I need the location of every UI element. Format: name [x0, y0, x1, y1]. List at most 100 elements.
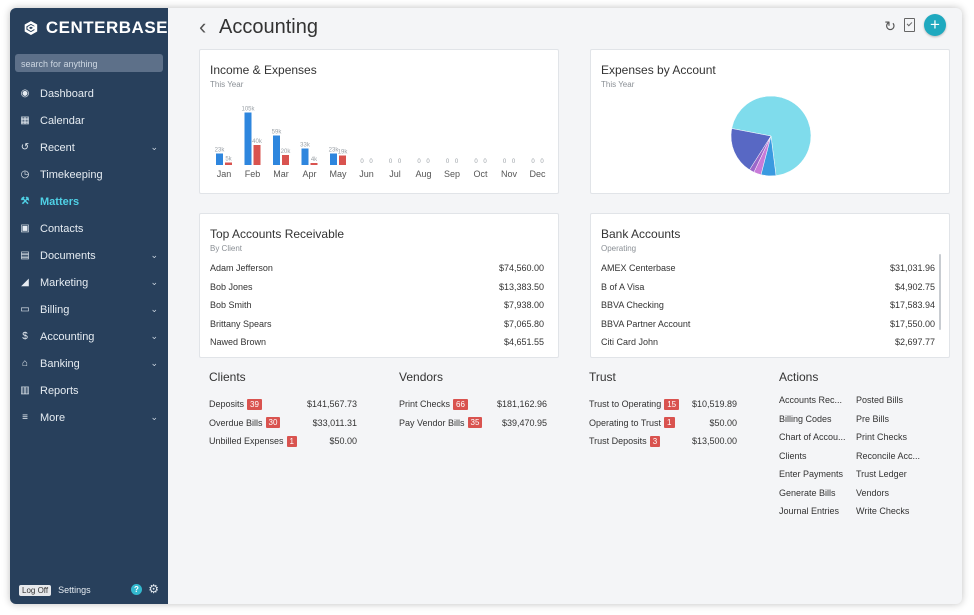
settings-link[interactable]: Settings: [58, 585, 91, 595]
vendors-link[interactable]: Pay Vendor Bills: [399, 417, 465, 428]
row-amount: $31,031.96: [889, 263, 935, 273]
chevron-down-icon[interactable]: ⌄: [150, 250, 158, 260]
action-link[interactable]: Enter Payments: [779, 469, 844, 479]
bar-value-label: 23k: [329, 148, 340, 154]
back-chevron-icon[interactable]: ‹: [199, 14, 207, 39]
bank-account-row[interactable]: BBVA Checking $17,583.94: [601, 300, 935, 319]
action-link[interactable]: Clients: [779, 450, 807, 461]
bar-jan-expense[interactable]: [225, 162, 232, 166]
trust-link[interactable]: Operating to Trust: [589, 417, 662, 428]
chevron-down-icon[interactable]: ⌄: [150, 142, 158, 152]
trust-row[interactable]: Trust Deposits 3 $13,500.00: [589, 432, 737, 451]
action-link[interactable]: Write Checks: [856, 506, 910, 516]
bar-chart-icon: ▥: [20, 385, 30, 396]
credit-card-icon: ▭: [20, 304, 30, 315]
clients-link[interactable]: Overdue Bills: [209, 417, 263, 428]
sidebar-item-documents[interactable]: ▤ Documents ⌄: [10, 242, 168, 269]
action-link[interactable]: Billing Codes: [779, 413, 832, 424]
bar-apr-expense[interactable]: [310, 163, 318, 165]
refresh-icon[interactable]: ↻: [884, 18, 896, 34]
x-tick-label: Sep: [444, 169, 460, 179]
bank-account-row[interactable]: AMEX Centerbase $31,031.96: [601, 263, 935, 282]
trust-row[interactable]: Trust to Operating 15 $10,519.89: [589, 395, 737, 414]
bar-apr-income[interactable]: [301, 148, 309, 166]
clients-link[interactable]: Deposits: [209, 399, 245, 410]
sidebar-item-marketing[interactable]: ◢ Marketing ⌄: [10, 269, 168, 296]
action-link[interactable]: Reconcile Acc...: [856, 450, 921, 461]
sidebar-item-calendar[interactable]: ▦ Calendar: [10, 107, 168, 134]
sidebar-item-matters[interactable]: ⚒ Matters: [10, 188, 168, 215]
action-link[interactable]: Pre Bills: [856, 413, 890, 424]
log-off-button[interactable]: Log Off: [19, 584, 52, 596]
clients-row[interactable]: Overdue Bills 30 $33,011.31: [209, 414, 357, 433]
bank-account-row[interactable]: B of A Visa $4,902.75: [601, 282, 935, 301]
bar-value-label: 4k: [311, 157, 318, 163]
trust-link[interactable]: Trust to Operating: [589, 399, 662, 410]
sidebar-item-label: More: [40, 411, 66, 424]
add-button[interactable]: +: [924, 14, 946, 36]
receivable-row[interactable]: Brittany Spears $7,065.80: [210, 319, 544, 338]
bar-value-label: 0: [369, 159, 373, 165]
chevron-down-icon[interactable]: ⌄: [150, 277, 158, 287]
vendors-link[interactable]: Print Checks: [399, 399, 451, 410]
action-link[interactable]: Generate Bills: [779, 487, 836, 498]
action-link[interactable]: Accounts Rec...: [779, 395, 843, 405]
centerbase-logo-icon: [24, 21, 38, 35]
sidebar-item-accounting[interactable]: $ Accounting ⌄: [10, 323, 168, 350]
bar-jan-income[interactable]: [216, 153, 223, 166]
row-name: B of A Visa: [601, 281, 645, 292]
help-icon[interactable]: ?: [131, 584, 142, 595]
trust-link[interactable]: Trust Deposits: [589, 436, 647, 447]
trust-amount: $50.00: [709, 417, 737, 428]
action-link[interactable]: Print Checks: [856, 432, 908, 442]
bank-account-row[interactable]: Citi Card John $2,697.77: [601, 337, 935, 356]
sidebar-item-banking[interactable]: ⌂ Banking ⌄: [10, 350, 168, 377]
action-link[interactable]: Chart of Accou...: [779, 432, 846, 442]
trust-row[interactable]: Operating to Trust 1 $50.00: [589, 414, 737, 433]
sidebar-item-recent[interactable]: ↺ Recent ⌄: [10, 134, 168, 161]
clock-icon: ◷: [20, 169, 30, 180]
action-link[interactable]: Journal Entries: [779, 506, 840, 516]
scrollbar[interactable]: [939, 254, 941, 330]
search-input[interactable]: [15, 55, 163, 73]
receivable-row[interactable]: Adam Jefferson $74,560.00: [210, 263, 544, 282]
action-link[interactable]: Posted Bills: [856, 395, 904, 405]
chevron-down-icon[interactable]: ⌄: [150, 412, 158, 422]
trust-section: Trust Trust to Operating 15 $10,519.89 Oper…: [589, 370, 737, 451]
chevron-down-icon[interactable]: ⌄: [150, 331, 158, 341]
clients-row[interactable]: Deposits 39 $141,567.73: [209, 395, 357, 414]
chevron-down-icon[interactable]: ⌄: [150, 358, 158, 368]
sidebar-item-dashboard[interactable]: ◉ Dashboard: [10, 80, 168, 107]
app-window: CENTERBASE ◉ Dashboard ▦ Calendar ↺ Recent ⌄ ◷ T…: [10, 8, 962, 604]
sidebar-item-more[interactable]: ≡ More ⌄: [10, 404, 168, 431]
receivable-row[interactable]: Bob Jones $13,383.50: [210, 282, 544, 301]
gear-icon[interactable]: ⚙: [148, 582, 159, 596]
pie-slice[interactable]: [760, 135, 777, 177]
bar-may-expense[interactable]: [339, 155, 346, 166]
bar-mar-income[interactable]: [273, 135, 280, 166]
action-link[interactable]: Trust Ledger: [856, 469, 907, 479]
clients-section: Clients Deposits 39 $141,567.73 Overdue Bil…: [209, 370, 357, 451]
bar-feb-expense[interactable]: [253, 145, 261, 165]
count-badge: 1: [664, 417, 675, 429]
receivable-row[interactable]: Nawed Brown $4,651.55: [210, 337, 544, 356]
bank-account-row[interactable]: BBVA Partner Account $17,550.00: [601, 319, 935, 338]
sidebar-item-contacts[interactable]: ▣ Contacts: [10, 215, 168, 242]
bar-mar-expense[interactable]: [282, 155, 289, 165]
bar-may-income[interactable]: [330, 153, 337, 166]
clients-row[interactable]: Unbilled Expenses 1 $50.00: [209, 432, 357, 451]
clipboard-check-icon[interactable]: [904, 18, 915, 32]
logo[interactable]: CENTERBASE: [10, 8, 168, 48]
sidebar-item-billing[interactable]: ▭ Billing ⌄: [10, 296, 168, 323]
bar-feb-income[interactable]: [244, 112, 252, 166]
vendors-row[interactable]: Pay Vendor Bills 35 $39,470.95: [399, 414, 547, 433]
megaphone-icon: ◢: [21, 277, 29, 288]
receivable-row[interactable]: Bob Smith $7,938.00: [210, 300, 544, 319]
vendors-row[interactable]: Print Checks 66 $181,162.96: [399, 395, 547, 414]
sidebar-item-timekeeping[interactable]: ◷ Timekeeping: [10, 161, 168, 188]
sidebar-item-reports[interactable]: ▥ Reports: [10, 377, 168, 404]
action-link[interactable]: Vendors: [856, 487, 890, 498]
chevron-down-icon[interactable]: ⌄: [150, 304, 158, 314]
pie-slice[interactable]: [730, 128, 772, 171]
clients-link[interactable]: Unbilled Expenses: [209, 436, 284, 447]
